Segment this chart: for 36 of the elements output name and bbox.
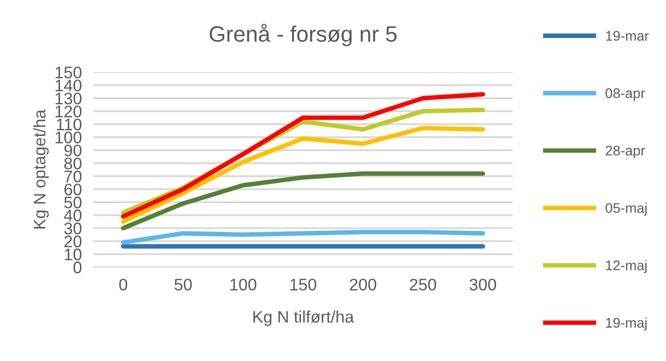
y-tick-label: 80 [64,158,82,170]
y-tick-label: 130 [56,92,82,104]
y-tick-label: 0 [74,262,82,274]
y-axis-title: Kg N optaget/ha [33,109,49,229]
legend-label: 12-maj [606,260,647,274]
y-tick-label: 60 [64,184,82,196]
y-tick-label: 100 [56,132,82,144]
y-tick-label: 50 [64,196,82,208]
x-tick-label: 100 [230,278,256,290]
y-tick-label: 40 [64,210,82,222]
x-tick-label: 200 [350,278,376,290]
x-tick-label: 50 [174,278,192,290]
legend-label: 19-maj [606,318,647,330]
x-tick-label: 300 [470,278,496,290]
y-tick-label: 20 [64,236,82,248]
y-tick-label: 90 [64,144,82,156]
y-tick-label: 10 [64,248,82,260]
y-tick-label: 140 [56,80,82,92]
legend-label: 28-apr [606,146,645,158]
legend-label: 19-mar [606,30,649,41]
y-tick-label: 120 [56,106,82,118]
x-axis-title: Kg N tilført/ha [253,310,354,326]
y-tick-label: 150 [56,66,82,78]
x-tick-label: 0 [119,278,128,290]
line-series [120,230,486,245]
x-tick-label: 150 [290,278,316,290]
chart-title: Grenå - forsøg nr 5 [210,24,397,46]
line-series [120,92,486,219]
y-tick-label: 70 [64,170,82,182]
legend-label: 08-apr [606,88,645,101]
line-series [120,171,486,230]
y-tick-label: 110 [56,118,82,130]
legend-label: 05-maj [606,202,647,216]
x-tick-label: 250 [410,278,436,290]
y-tick-label: 30 [64,222,82,234]
line-series [120,126,486,224]
